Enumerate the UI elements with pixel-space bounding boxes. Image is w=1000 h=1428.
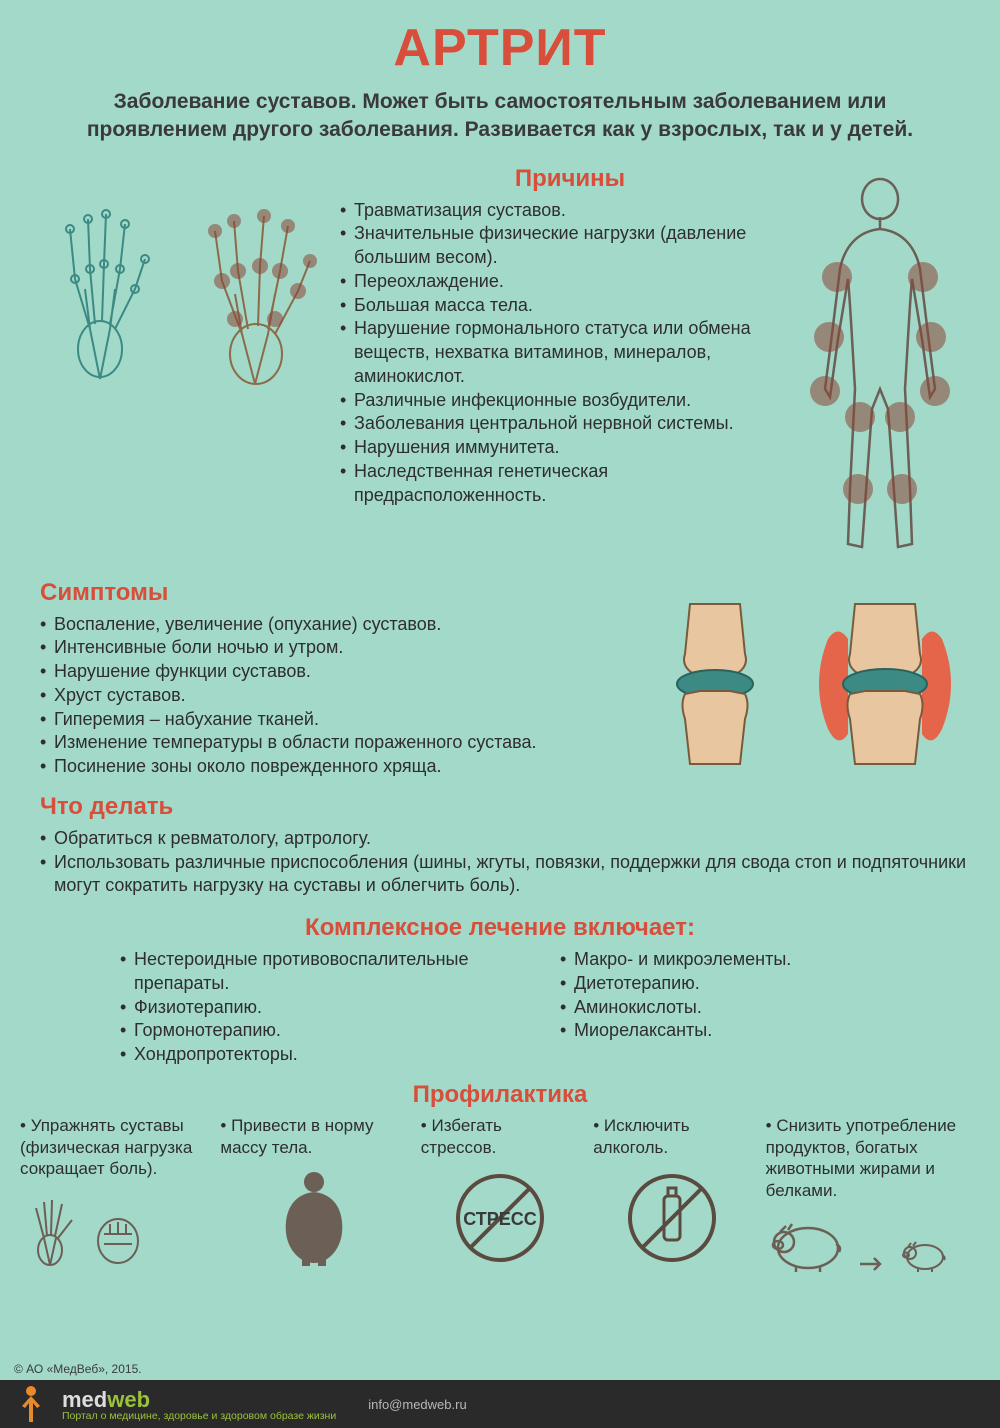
body-diagram	[800, 159, 980, 559]
hand-skeleton-healthy-icon	[30, 189, 170, 389]
list-item: Аминокислоты.	[560, 996, 940, 1020]
hand-skeleton-arthritic-icon	[180, 189, 330, 389]
symptoms-section: Симптомы Воспаление, увеличение (опухани…	[0, 559, 1000, 779]
list-item: Большая масса тела.	[340, 294, 800, 318]
joint-marker	[822, 262, 852, 292]
copyright-text: © АО «МедВеб», 2015.	[14, 1362, 142, 1376]
list-item: Нарушение гормонального статуса или обме…	[340, 317, 800, 388]
no-stress-icon: СТРЕСС	[450, 1168, 550, 1268]
list-item: Использовать различные приспособления (ш…	[40, 851, 970, 899]
treatment-list-right: Макро- и микроэлементы. Диетотерапию. Ам…	[560, 948, 940, 1067]
prevention-item: Упражнять суставы (физическая нагрузка с…	[20, 1115, 206, 1274]
brand-tagline: Портал о медицине, здоровье и здоровом о…	[62, 1410, 336, 1422]
symptoms-list: Воспаление, увеличение (опухание) сустав…	[40, 613, 660, 779]
list-item: Различные инфекционные возбудители.	[340, 389, 800, 413]
list-item: Нестероидные противовоспалительные препа…	[120, 948, 500, 996]
prevention-item: Привести в норму массу тела.	[220, 1115, 406, 1274]
treatment-list-left: Нестероидные противовоспалительные препа…	[120, 948, 500, 1067]
prevention-item: Исключить алкоголь.	[593, 1115, 751, 1274]
joint-marker	[885, 402, 915, 432]
prevention-section: Профилактика Упражнять суставы (физическ…	[0, 1067, 1000, 1274]
brand-block: medweb Портал о медицине, здоровье и здо…	[62, 1387, 336, 1422]
prevention-item: Снизить употребление продуктов, богатых …	[766, 1115, 980, 1274]
list-item: Гормонотерапию.	[120, 1019, 500, 1043]
list-item: Посинение зоны около поврежденного хряща…	[40, 755, 660, 779]
joint-marker	[920, 376, 950, 406]
prevention-text: Снизить употребление продуктов, богатых …	[766, 1115, 980, 1202]
body-outline-icon	[800, 159, 960, 559]
joint-marker	[887, 474, 917, 504]
list-item: Изменение температуры в области пораженн…	[40, 731, 660, 755]
footer-bar: medweb Портал о медицине, здоровье и здо…	[0, 1380, 1000, 1428]
prevention-item: Избегать стрессов. СТРЕСС	[421, 1115, 579, 1274]
brand-pre: med	[62, 1387, 107, 1412]
overweight-person-icon	[274, 1168, 354, 1268]
todo-section: Что делать Обратиться к ревматологу, арт…	[0, 779, 1000, 898]
list-item: Физиотерапию.	[120, 996, 500, 1020]
list-item: Воспаление, увеличение (опухание) сустав…	[40, 613, 660, 637]
list-item: Макро- и микроэлементы.	[560, 948, 940, 972]
causes-section: Причины Травматизация суставов. Значител…	[330, 159, 800, 559]
list-item: Хондропротекторы.	[120, 1043, 500, 1067]
list-item: Травматизация суставов.	[340, 199, 800, 223]
causes-list: Травматизация суставов. Значительные физ…	[340, 199, 800, 508]
list-item: Диетотерапию.	[560, 972, 940, 996]
fist-icon	[92, 1206, 144, 1268]
list-item: Значительные физические нагрузки (давлен…	[340, 222, 800, 270]
prevention-text: Избегать стрессов.	[421, 1115, 579, 1159]
list-item: Миорелаксанты.	[560, 1019, 940, 1043]
treatment-section: Комплексное лечение включает: Нестероидн…	[0, 898, 1000, 1067]
logo-icon	[14, 1384, 48, 1424]
knee-illustrations	[650, 599, 960, 769]
list-item: Хруст суставов.	[40, 684, 660, 708]
hands-illustration	[30, 159, 330, 559]
prevention-heading: Профилактика	[20, 1081, 980, 1109]
list-item: Нарушение функции суставов.	[40, 660, 660, 684]
prevention-text: Привести в норму массу тела.	[220, 1115, 406, 1159]
pig-small-icon	[898, 1234, 948, 1274]
joint-marker	[814, 322, 844, 352]
treatment-heading: Комплексное лечение включает:	[60, 914, 940, 942]
contact-email: info@medweb.ru	[368, 1397, 466, 1412]
list-item: Обратиться к ревматологу, артрологу.	[40, 827, 970, 851]
causes-row: Причины Травматизация суставов. Значител…	[0, 159, 1000, 559]
hand-open-icon	[20, 1190, 80, 1268]
page-title: АРТРИТ	[0, 0, 1000, 78]
joint-marker	[845, 402, 875, 432]
arrow-right-icon	[858, 1254, 886, 1274]
list-item: Заболевания центральной нервной системы.	[340, 412, 800, 436]
knee-inflamed-icon	[810, 599, 960, 769]
joint-marker	[843, 474, 873, 504]
brand-web: web	[107, 1387, 150, 1412]
list-item: Гиперемия – набухание тканей.	[40, 708, 660, 732]
prevention-text: Упражнять суставы (физическая нагрузка с…	[20, 1115, 206, 1180]
todo-heading: Что делать	[40, 793, 970, 821]
joint-marker	[916, 322, 946, 352]
list-item: Переохлаждение.	[340, 270, 800, 294]
list-item: Нарушения иммунитета.	[340, 436, 800, 460]
stress-label: СТРЕСС	[463, 1209, 537, 1229]
list-item: Интенсивные боли ночью и утром.	[40, 636, 660, 660]
list-item: Наследственная генетическая предрасполож…	[340, 460, 800, 508]
no-alcohol-icon	[622, 1168, 722, 1268]
joint-marker	[908, 262, 938, 292]
causes-heading: Причины	[340, 165, 800, 193]
todo-list: Обратиться к ревматологу, артрологу. Исп…	[40, 827, 970, 898]
pig-large-icon	[766, 1212, 846, 1274]
knee-healthy-icon	[650, 599, 780, 769]
joint-marker	[810, 376, 840, 406]
page-subtitle: Заболевание суставов. Может быть самосто…	[0, 78, 1000, 159]
prevention-text: Исключить алкоголь.	[593, 1115, 751, 1159]
